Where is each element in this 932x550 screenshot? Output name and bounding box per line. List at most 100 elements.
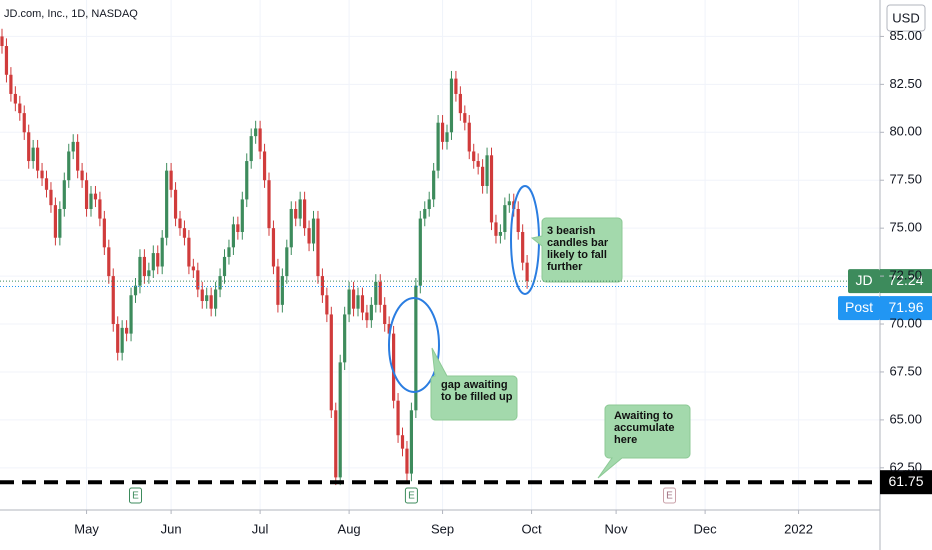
annotation-text: accumulate: [614, 422, 675, 434]
candle-body: [102, 218, 106, 248]
earnings-label: E: [666, 491, 673, 502]
x-tick-label: Jul: [252, 521, 269, 536]
candle-body: [436, 122, 440, 171]
candle-body: [160, 237, 164, 267]
earnings-label: E: [132, 491, 139, 502]
candle-body: [245, 161, 249, 200]
candle-body: [481, 166, 485, 186]
candle-body: [13, 93, 17, 104]
candle-body: [463, 113, 467, 123]
candle-body: [58, 208, 62, 238]
candle-body: [147, 270, 151, 277]
y-tick-label: 65.00: [889, 411, 922, 426]
candle-body: [347, 289, 351, 315]
y-tick-label: 70.00: [889, 315, 922, 330]
candle-body: [351, 289, 356, 309]
candle-body: [311, 218, 316, 244]
candle-body: [4, 46, 9, 75]
price-tags: JD 72.24 Post 71.96 61.75: [0, 269, 932, 495]
candle-body: [187, 237, 191, 267]
x-tick-label: Dec: [694, 521, 718, 536]
level-label: 61.75: [888, 473, 923, 489]
annotation-text: to be filled up: [441, 391, 513, 403]
currency: USD: [892, 10, 919, 25]
candle-body: [360, 295, 365, 313]
candle-body: [432, 170, 436, 200]
candle-body: [44, 178, 49, 190]
y-tick-label: 85.00: [889, 28, 922, 43]
x-tick-label: Jun: [161, 521, 182, 536]
candle-body: [476, 161, 480, 167]
candle-body: [356, 295, 360, 309]
candle-body: [329, 314, 333, 411]
candle-body: [71, 141, 75, 152]
candle-body: [516, 208, 520, 232]
candle-body: [334, 410, 338, 478]
candle-body: [129, 295, 133, 334]
candle-body: [214, 289, 218, 309]
candle-body: [494, 222, 498, 236]
grid: [0, 0, 880, 510]
candle-body: [31, 147, 35, 162]
candle-body: [325, 295, 329, 315]
candle-body: [111, 276, 115, 325]
candle-body: [307, 228, 311, 244]
candle-body: [125, 327, 129, 334]
candle-body: [142, 256, 147, 277]
candle-body: [62, 180, 66, 209]
post-price-box: [880, 296, 932, 321]
candle-body: [338, 362, 342, 478]
candle-body: [120, 327, 124, 353]
last-price-name: JD: [855, 272, 872, 288]
candle-body: [392, 333, 396, 401]
candle-body: [76, 141, 80, 171]
candle-body: [387, 324, 391, 334]
candle-body: [503, 205, 507, 232]
y-tick-label: 67.50: [889, 363, 922, 378]
chart-title: JD.com, Inc., 1D, NASDAQ: [4, 8, 138, 20]
candle-body: [53, 205, 58, 238]
x-tick-label: 2022: [784, 521, 813, 536]
candle-body: [472, 151, 476, 162]
post-price-label: 71.96: [888, 299, 923, 315]
y-tick-label: 72.50: [889, 268, 922, 283]
candle-body: [262, 151, 267, 181]
candle-body: [440, 122, 445, 142]
annotation-text: 3 bearish: [547, 225, 596, 237]
x-tick-label: Sep: [431, 521, 454, 536]
level-box: [880, 470, 932, 495]
candle-body: [303, 199, 307, 229]
candle-body: [489, 155, 494, 223]
candle-body: [258, 128, 262, 152]
candle-body: [427, 199, 431, 209]
annotation-text: candles bar: [547, 237, 609, 249]
candle-body: [84, 180, 89, 209]
last-price-box: [880, 269, 932, 294]
earnings-label: E: [408, 491, 415, 502]
candle-body: [378, 281, 382, 305]
candle-body: [249, 136, 253, 162]
y-tick-label: 82.50: [889, 76, 922, 91]
candle-body: [182, 228, 187, 238]
candle-body: [449, 78, 454, 133]
callout: [530, 217, 623, 283]
x-tick-label: Nov: [605, 521, 629, 536]
post-price-name-box: [838, 296, 880, 321]
annotation-text: likely to fall: [547, 249, 607, 261]
candle-body: [267, 180, 271, 229]
earnings-marker: [663, 487, 677, 504]
candle-body: [191, 266, 195, 271]
x-tick-label: Oct: [521, 521, 542, 536]
currency-box[interactable]: [886, 4, 926, 32]
candle-body: [525, 262, 529, 282]
candle-body: [156, 253, 160, 267]
candle-body: [173, 189, 178, 219]
candle-body: [93, 193, 98, 200]
candle-body: [169, 170, 173, 190]
candle-body: [467, 122, 471, 152]
candle-body: [240, 199, 244, 232]
candle-body: [409, 410, 414, 474]
candle-body: [18, 103, 22, 114]
candle-body: [507, 201, 511, 206]
